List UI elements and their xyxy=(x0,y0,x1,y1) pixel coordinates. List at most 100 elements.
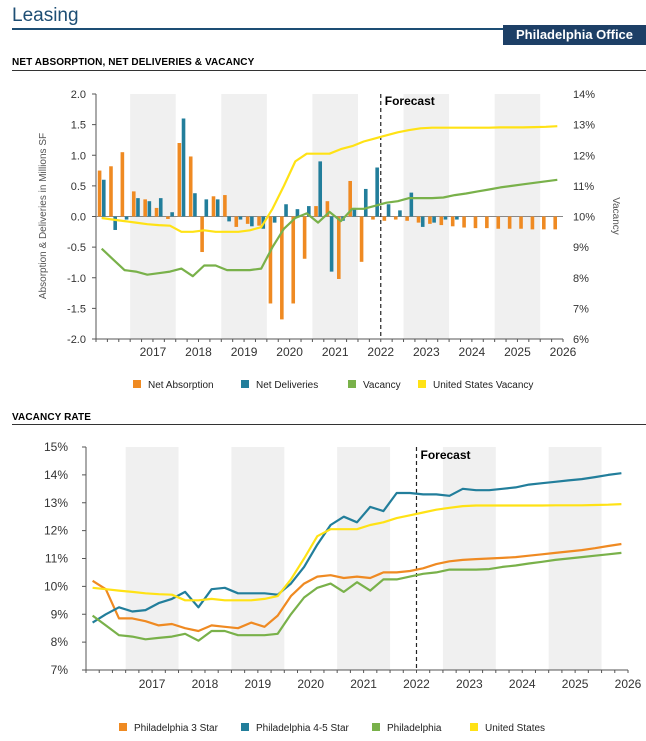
net-deliveries-bar xyxy=(318,161,323,217)
x-tick-label: 2018 xyxy=(185,345,212,359)
net-absorption-bar xyxy=(519,216,523,229)
x-tick-label: 2023 xyxy=(456,677,483,691)
net-deliveries-bar xyxy=(113,216,117,230)
net-absorption-bar xyxy=(268,216,273,304)
y-tick-label: 10% xyxy=(44,579,68,593)
forecast-label: Forecast xyxy=(385,94,435,108)
x-tick-label: 2025 xyxy=(562,677,589,691)
legend-label: United States Vacancy xyxy=(433,380,533,391)
net-absorption-bar xyxy=(143,199,147,217)
vacancy-rate-line xyxy=(91,551,622,642)
net-absorption-bar xyxy=(257,216,261,226)
net-absorption-bar xyxy=(553,216,558,230)
net-deliveries-bar xyxy=(307,206,311,217)
net-absorption-bar xyxy=(530,216,535,230)
x-tick-label: 2019 xyxy=(231,345,258,359)
net-deliveries-bar xyxy=(409,192,414,217)
x-tick-label: 2025 xyxy=(504,345,531,359)
net-absorption-bar xyxy=(371,216,375,220)
legend-label: Philadelphia 3 Star xyxy=(134,723,219,734)
net-deliveries-bar xyxy=(363,188,368,217)
legend-swatch xyxy=(241,380,249,388)
market-tag: Philadelphia Office xyxy=(503,25,646,45)
net-deliveries-bar xyxy=(250,216,254,227)
vacancy-rate-line xyxy=(92,503,622,602)
net-deliveries-bar xyxy=(420,216,425,227)
net-deliveries-bar xyxy=(329,216,334,272)
net-deliveries-bar xyxy=(272,216,277,223)
net-absorption-bar xyxy=(382,216,387,221)
x-tick-label: 2019 xyxy=(245,677,272,691)
legend-swatch xyxy=(418,380,426,388)
year-band xyxy=(231,447,285,670)
net-absorption-bar xyxy=(120,152,125,217)
x-tick-label: 2017 xyxy=(139,677,166,691)
net-absorption-bar xyxy=(450,216,455,227)
net-absorption-bar xyxy=(223,195,227,217)
legend-swatch xyxy=(470,723,478,731)
vacancy-line xyxy=(101,125,558,233)
net-deliveries-bar xyxy=(295,209,300,217)
net-absorption-bar xyxy=(314,206,318,217)
y2-tick-label: 12% xyxy=(573,150,595,162)
legend-swatch xyxy=(372,723,380,731)
legend-swatch xyxy=(133,380,141,388)
legend-swatch xyxy=(241,723,249,731)
legend-swatch xyxy=(348,380,356,388)
net-deliveries-bar xyxy=(398,210,402,217)
x-tick-label: 2024 xyxy=(459,345,486,359)
net-deliveries-bar xyxy=(147,201,152,217)
x-tick-label: 2024 xyxy=(509,677,536,691)
legend-label: Net Deliveries xyxy=(256,380,318,391)
net-absorption-bar xyxy=(485,216,489,229)
x-tick-label: 2021 xyxy=(322,345,349,359)
net-deliveries-bar xyxy=(124,216,129,220)
vacancy-line xyxy=(100,178,558,278)
net-deliveries-bar xyxy=(352,207,357,217)
net-absorption-bar xyxy=(234,216,239,227)
net-absorption-bar xyxy=(177,143,182,217)
net-absorption-bar xyxy=(405,216,409,221)
x-tick-label: 2018 xyxy=(192,677,219,691)
legend-label: United States xyxy=(485,723,545,734)
legend-label: Net Absorption xyxy=(148,380,214,391)
net-absorption-bar xyxy=(291,216,296,304)
net-absorption-bar xyxy=(496,216,501,229)
net-absorption-bar xyxy=(416,216,421,223)
chart2-title-rule xyxy=(12,424,646,425)
y2-tick-label: 13% xyxy=(573,120,595,132)
legend-label: Vacancy xyxy=(363,380,401,391)
x-tick-label: 2023 xyxy=(413,345,440,359)
legend-label: Philadelphia xyxy=(387,723,442,734)
y-tick-label: 8% xyxy=(51,635,69,649)
y-tick-label: 7% xyxy=(51,663,69,677)
y-tick-label: 13% xyxy=(44,496,68,510)
net-deliveries-bar xyxy=(432,216,436,223)
net-absorption-bar xyxy=(302,216,307,259)
net-absorption-bar xyxy=(200,216,204,253)
y-tick-label: 9% xyxy=(51,607,69,621)
y-tick-label: 0.0 xyxy=(71,212,86,224)
net-absorption-bar xyxy=(154,207,159,217)
x-tick-label: 2022 xyxy=(403,677,430,691)
net-deliveries-bar xyxy=(238,216,243,220)
net-absorption-bar xyxy=(473,216,478,229)
vacancy-rate-line xyxy=(92,472,622,624)
y-tick-label: -2.0 xyxy=(67,334,86,346)
title-rule xyxy=(12,28,646,30)
net-absorption-bar xyxy=(188,156,193,217)
x-tick-label: 2017 xyxy=(140,345,167,359)
net-deliveries-bar xyxy=(386,204,391,217)
x-tick-label: 2026 xyxy=(615,677,642,691)
y-tick-label: 11% xyxy=(45,552,68,566)
net-deliveries-bar xyxy=(227,216,231,222)
y2-tick-label: 6% xyxy=(573,334,589,346)
x-tick-label: 2020 xyxy=(297,677,324,691)
net-deliveries-bar xyxy=(455,216,459,220)
y-tick-label: -0.5 xyxy=(67,242,86,254)
forecast-label: Forecast xyxy=(420,448,470,462)
chart1-title-rule xyxy=(12,70,646,71)
y-tick-label: 14% xyxy=(44,468,68,482)
